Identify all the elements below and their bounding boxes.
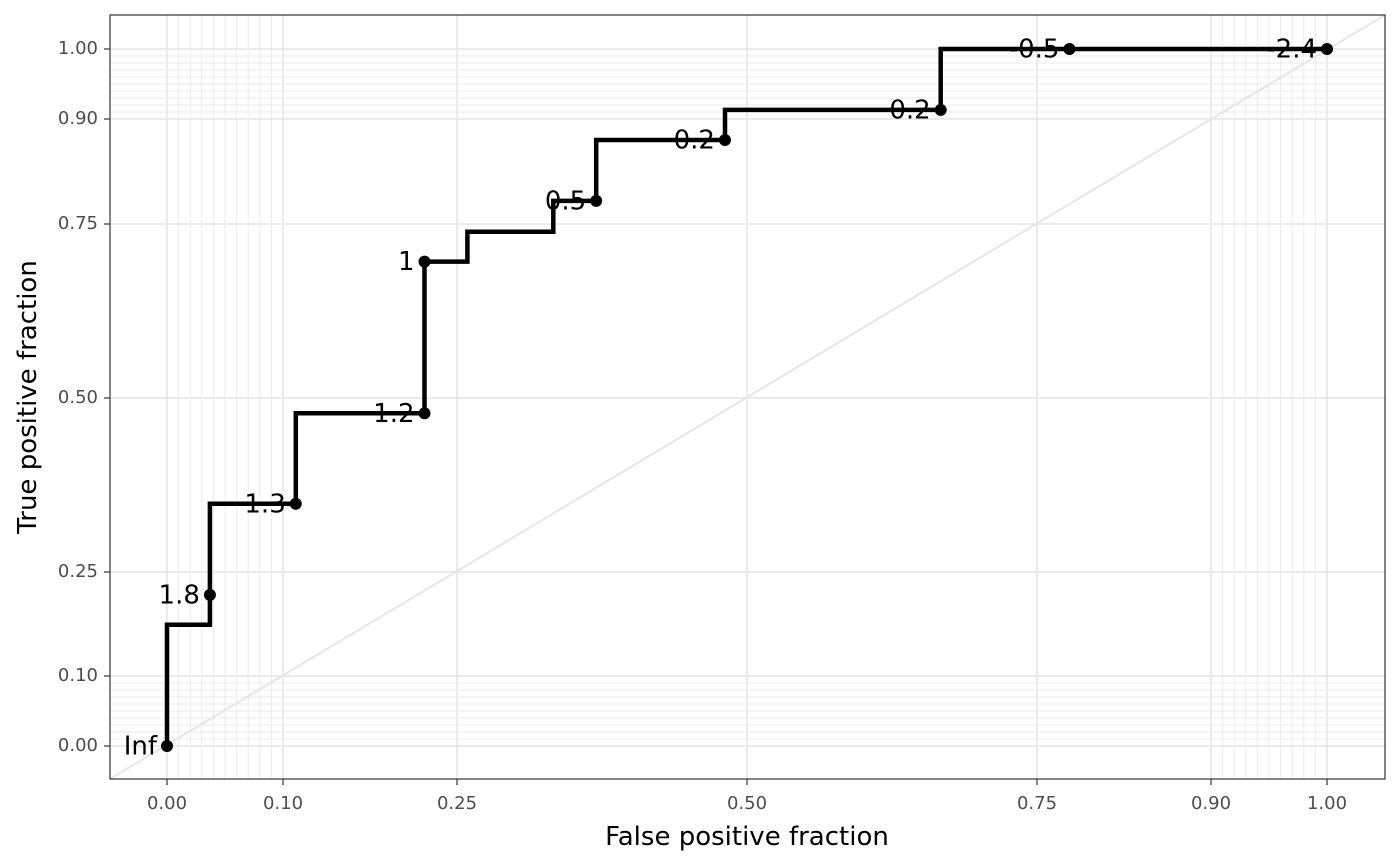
cutoff-label: 1.3 [244, 489, 285, 519]
cutoff-point [1063, 43, 1076, 55]
cutoff-point [289, 497, 302, 510]
cutoff-label: 1 [398, 247, 415, 277]
y-tick-label: 0.50 [58, 387, 98, 408]
cutoff-label: -0.5 [1009, 35, 1060, 65]
y-tick-label: 0.75 [58, 213, 98, 234]
cutoff-label: 0.2 [674, 126, 715, 156]
roc-curve [164, 46, 1327, 746]
cutoff-label: 0.5 [545, 186, 586, 216]
cutoff-point [203, 588, 216, 601]
cutoff-points [161, 43, 1333, 752]
cutoff-labels: Inf 1.8 1.3 1.2 1 0.5 0.2 0.2 -0.5 -2.4 [124, 35, 1317, 762]
x-tick-label: 0.75 [1017, 793, 1057, 814]
y-axis-title: True positive fraction [13, 260, 43, 535]
cutoff-point [590, 194, 603, 207]
y-tick-label: 0.10 [58, 665, 98, 686]
cutoff-label: Inf [124, 732, 158, 762]
cutoff-point [418, 407, 431, 420]
x-tick-label: 0.50 [727, 793, 767, 814]
y-tick-label: 0.25 [58, 561, 98, 582]
y-axis-ticks: 0.00 0.10 0.25 0.50 0.75 0.90 1.00 [58, 38, 110, 756]
x-tick-label: 0.90 [1191, 793, 1231, 814]
x-axis-ticks: 0.00 0.10 0.25 0.50 0.75 0.90 1.00 [147, 779, 1347, 814]
x-axis-title: False positive fraction [605, 822, 889, 852]
x-tick-label: 0.00 [147, 793, 187, 814]
cutoff-label: 1.8 [159, 580, 200, 610]
cutoff-label: 0.2 [889, 95, 930, 125]
y-tick-label: 0.90 [58, 108, 98, 129]
x-tick-label: 1.00 [1307, 793, 1347, 814]
y-tick-label: 1.00 [58, 38, 98, 59]
y-tick-label: 0.00 [58, 735, 98, 756]
x-tick-label: 0.25 [437, 793, 477, 814]
cutoff-point [718, 134, 731, 146]
chance-diagonal [110, 15, 1385, 779]
cutoff-point [418, 255, 431, 268]
x-tick-label: 0.10 [263, 793, 303, 814]
cutoff-label: -2.4 [1266, 35, 1317, 65]
cutoff-label: 1.2 [373, 399, 414, 429]
cutoff-point [1321, 43, 1333, 55]
cutoff-point [934, 103, 947, 116]
cutoff-point [161, 740, 173, 752]
